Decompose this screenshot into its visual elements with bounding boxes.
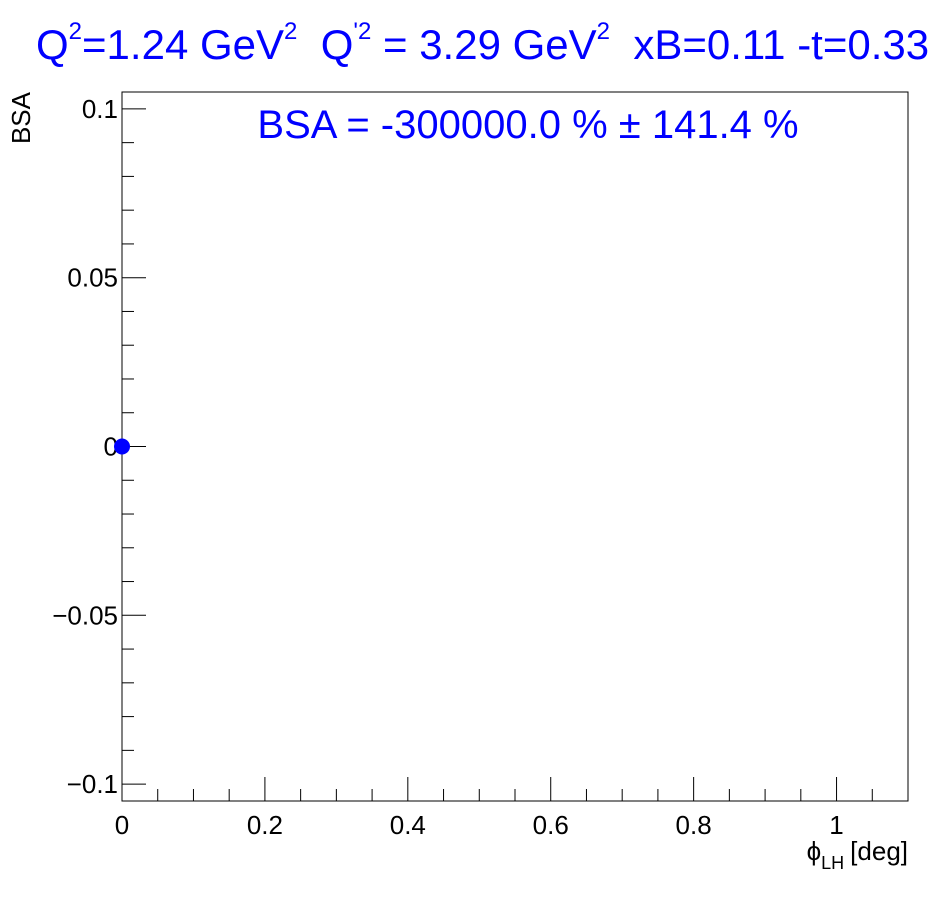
y-tick-label: 0.1	[82, 94, 118, 124]
x-axis-subscript: LH	[821, 853, 844, 873]
x-tick-label: 1	[829, 810, 843, 840]
x-tick-label: 0.6	[533, 810, 569, 840]
x-axis-unit: [deg]	[850, 836, 908, 866]
title-kinematics: xB=0.11 -t=0.33	[633, 21, 930, 68]
y-tick-label: −0.1	[67, 769, 118, 799]
plot-frame	[121, 91, 909, 802]
x-tick-label: 0	[115, 810, 129, 840]
y-tick-label: 0.05	[67, 263, 118, 293]
x-tick-label: 0.4	[390, 810, 426, 840]
y-tick-labels: 0.1 0.05 0 −0.05 −0.1	[52, 94, 118, 799]
bsa-annotation: BSA = -300000.0 % ± 141.4 %	[257, 103, 798, 147]
data-points	[114, 438, 130, 455]
x-axis-symbol: ϕ	[807, 836, 822, 866]
x-tick-label: 0.8	[676, 810, 712, 840]
x-axis-label: ϕLH [deg]	[807, 836, 908, 873]
title-q: Q	[36, 21, 69, 68]
y-axis-label: BSA	[6, 91, 36, 144]
x-tick-label: 0.2	[247, 810, 283, 840]
title-q2-value: =1.24 GeV	[82, 21, 285, 68]
y-tick-label: 0	[104, 432, 118, 462]
x-tick-labels: 0 0.2 0.4 0.6 0.8 1	[115, 810, 844, 840]
title-qprime2-unit-exponent: 2	[596, 18, 611, 45]
title-qprime2-value: = 3.29 GeV	[383, 21, 597, 68]
y-tick-label: −0.05	[52, 600, 118, 630]
title-qprime-exponent: '2	[353, 18, 372, 45]
title-q-exponent: 2	[68, 18, 83, 45]
chart-title: Q2=1.24 GeV2 Q'2 = 3.29 GeV2 xB=0.11 -t=…	[36, 18, 929, 69]
title-q2-unit-exponent: 2	[284, 18, 298, 45]
title-qprime: Q	[320, 21, 354, 68]
data-point	[114, 438, 130, 455]
tick-marks	[121, 108, 909, 801]
